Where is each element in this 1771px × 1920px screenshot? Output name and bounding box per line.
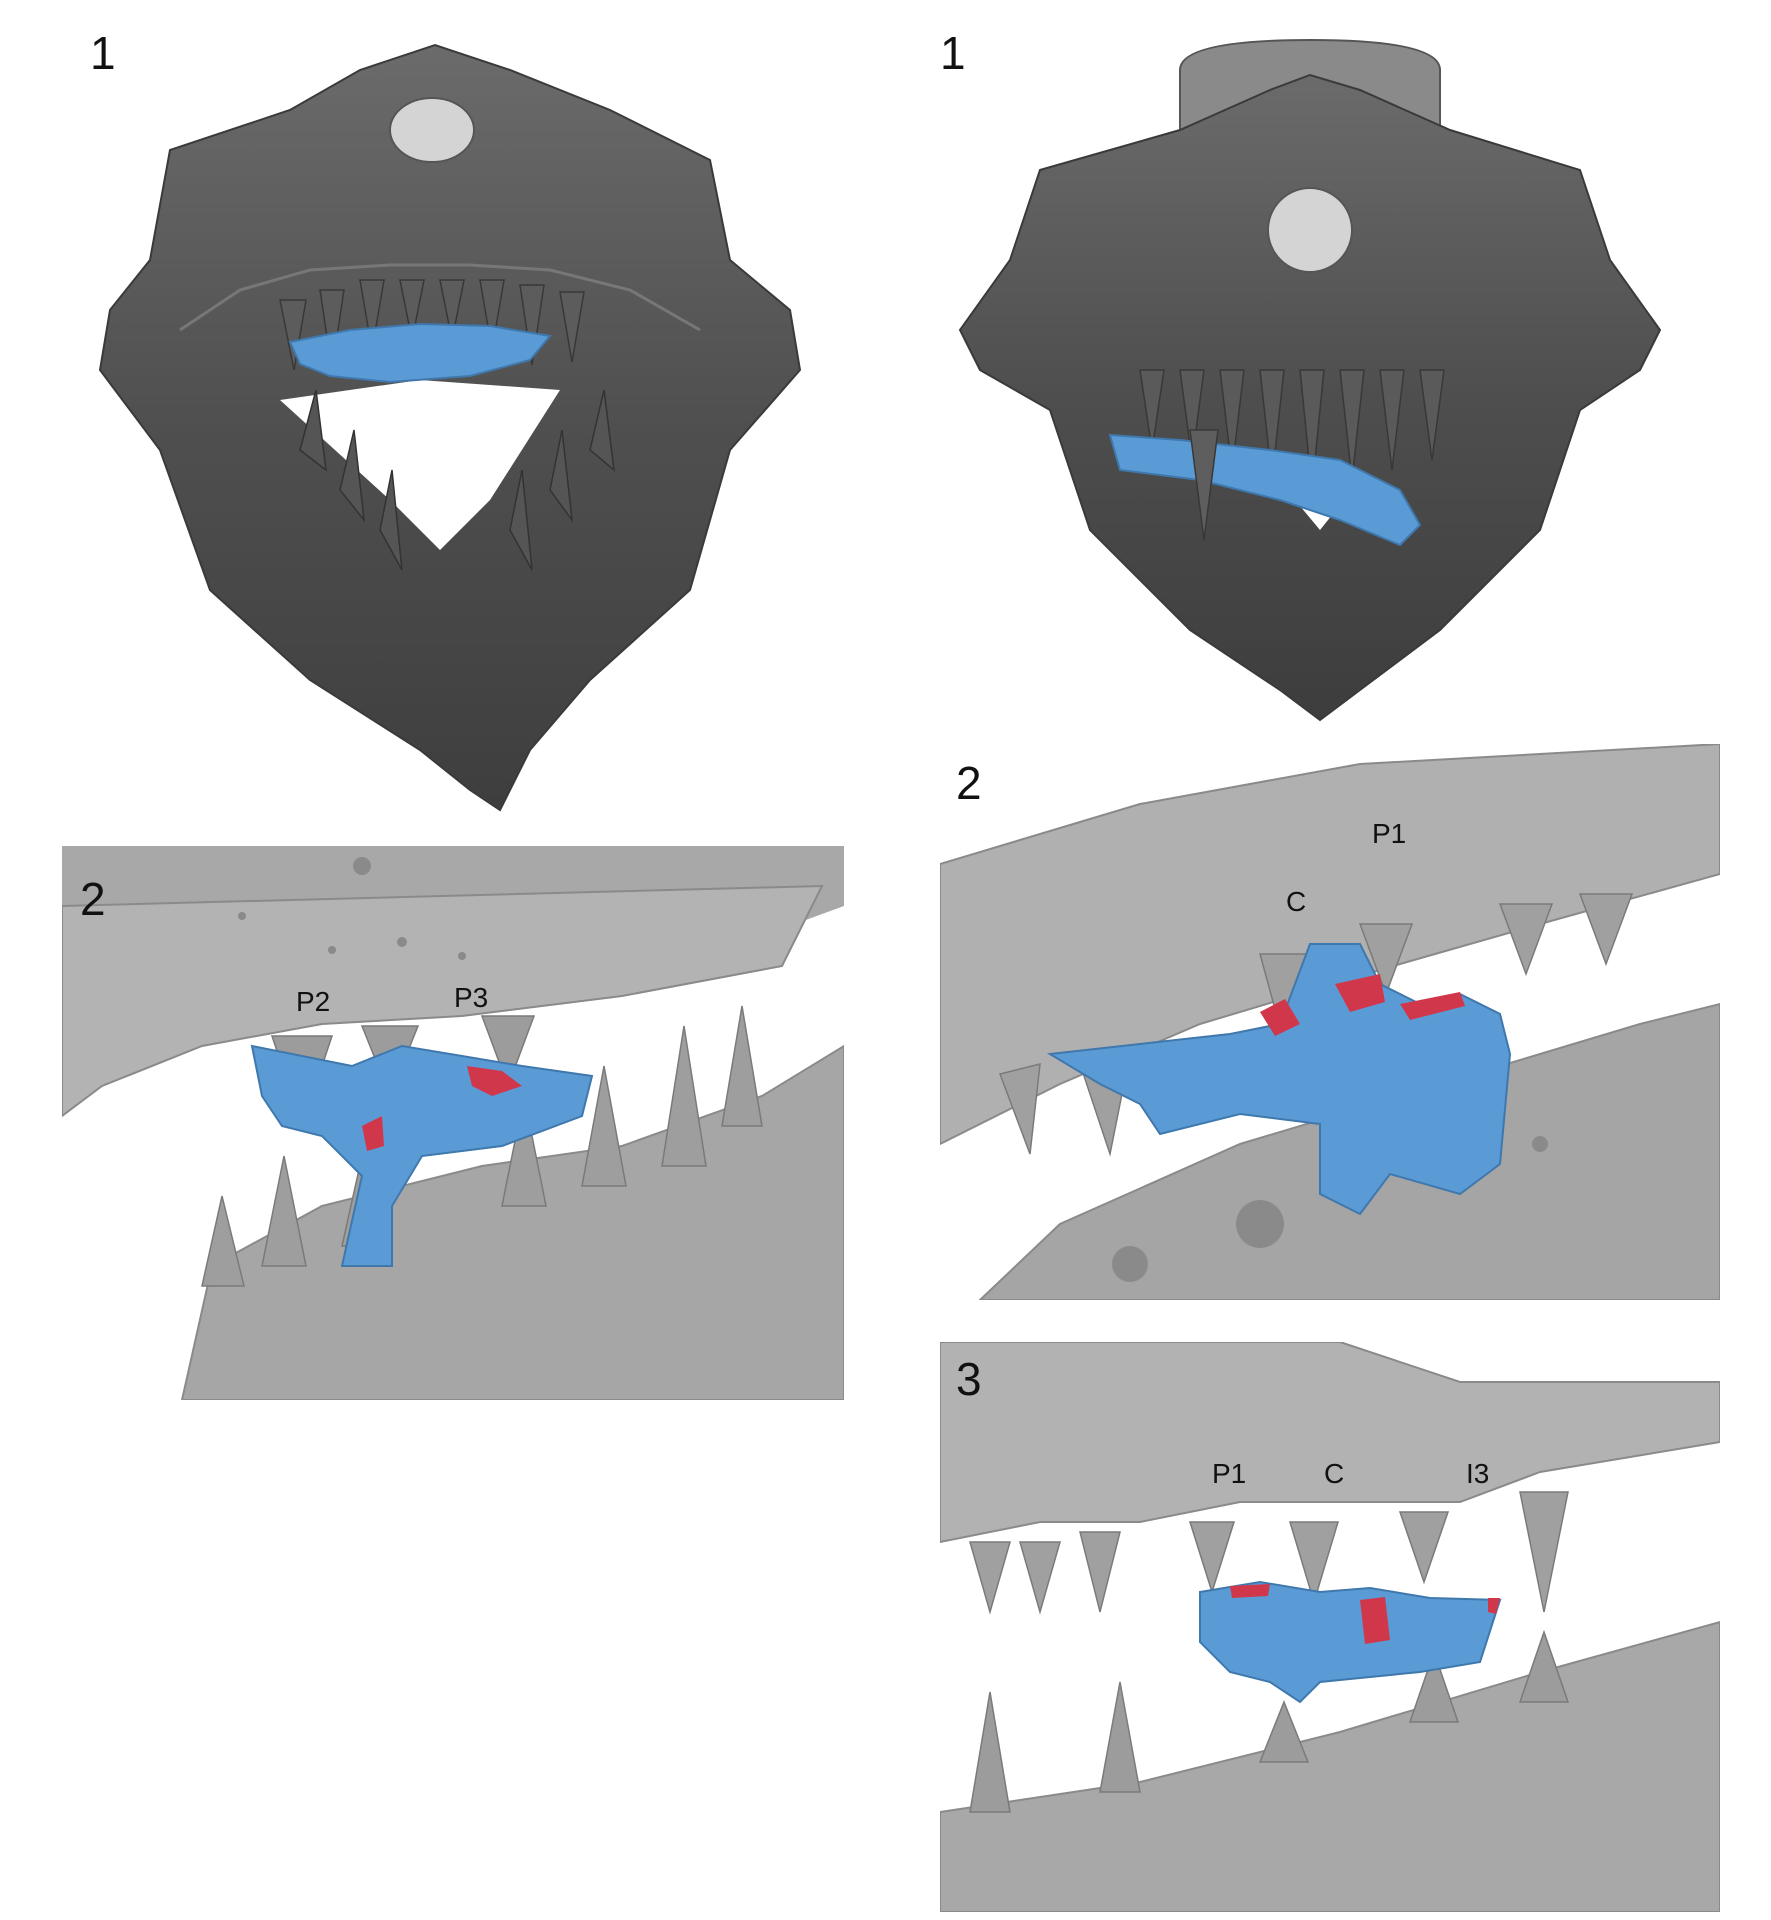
red-contact [362, 1116, 384, 1151]
left-closeup-view: 2 P2 P3 [62, 846, 844, 1400]
tooth-label-c: C [1324, 1458, 1345, 1489]
red-contact [1230, 1584, 1270, 1598]
red-contact [1260, 999, 1300, 1036]
blue-fragment [1046, 943, 1512, 1216]
blue-fragment [1199, 1580, 1502, 1704]
blue-fragment [1108, 433, 1422, 547]
right-closeup-view-a: 2 P1 C [940, 744, 1720, 1300]
right-closeup-view-b: 3 P1 C I3 [940, 1342, 1720, 1912]
tooth-label-p2: P2 [296, 986, 331, 1017]
right-frontal-view: 1 [940, 30, 1680, 730]
tooth-label-p1: P1 [1372, 818, 1407, 849]
panel-number: 2 [80, 873, 106, 925]
red-contact [467, 1066, 522, 1096]
right-closeup-b-render [940, 1342, 1720, 1912]
panel-number: 1 [940, 30, 966, 79]
red-contact [1488, 1598, 1500, 1614]
blue-fragment [288, 322, 552, 384]
red-contact [1400, 992, 1465, 1020]
panel-number: 2 [956, 757, 982, 809]
panel-number: 1 [90, 30, 116, 79]
panel-number: 3 [956, 1353, 982, 1405]
right-closeup-a-render [940, 744, 1720, 1300]
right-frontal-skull-render [958, 38, 1662, 722]
left-closeup-render [62, 846, 844, 1400]
left-frontal-view: 1 [90, 30, 820, 830]
left-frontal-skull-render [98, 43, 802, 812]
tooth-label-p1: P1 [1212, 1458, 1247, 1489]
tooth-label-i3: I3 [1466, 1458, 1490, 1489]
blue-fragment [250, 1044, 594, 1267]
tooth-label-p3: P3 [454, 982, 489, 1013]
red-contact [1335, 974, 1385, 1012]
tooth-label-c: C [1286, 886, 1307, 917]
red-contact [1360, 1597, 1390, 1644]
